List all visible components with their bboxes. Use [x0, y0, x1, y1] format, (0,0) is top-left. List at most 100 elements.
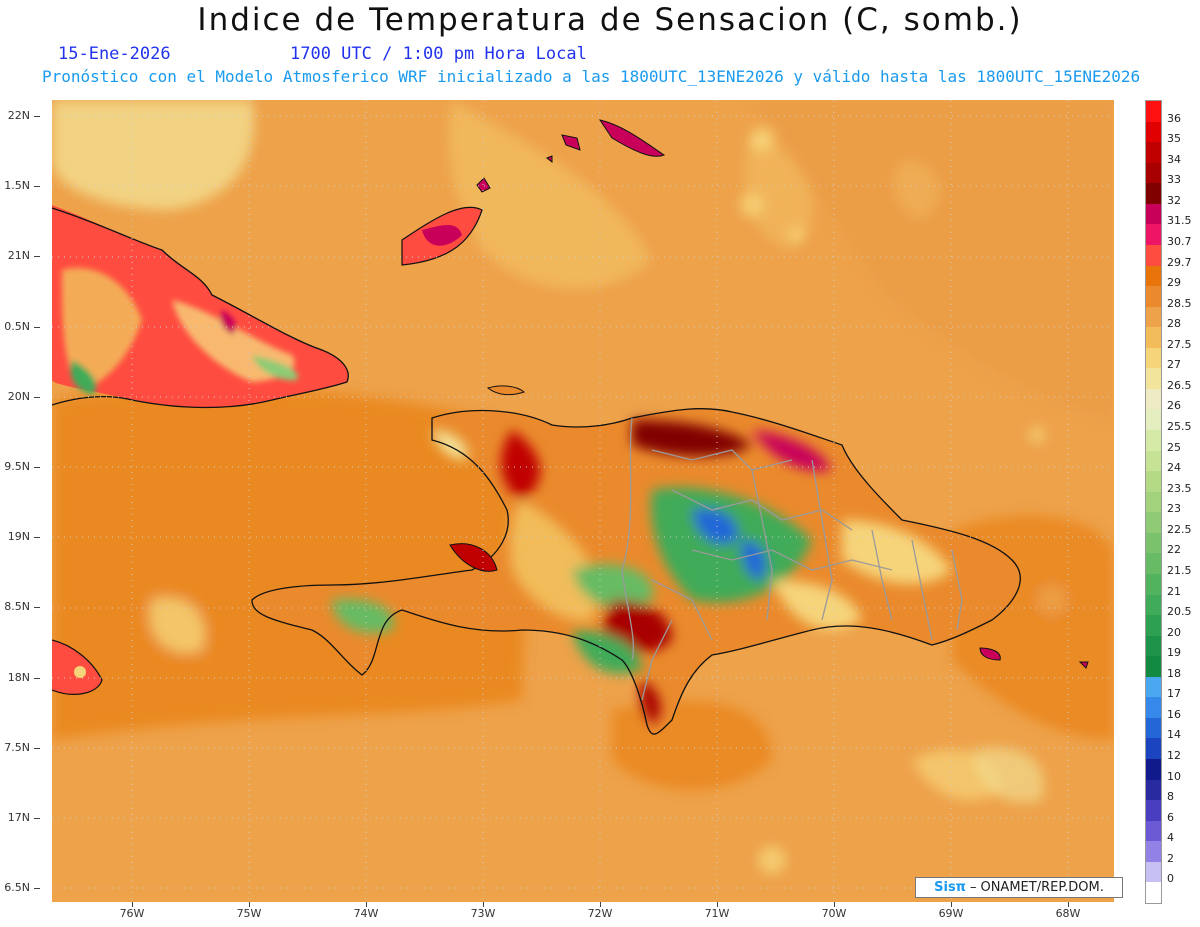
cuba-coastline — [52, 207, 349, 409]
longitude-tick-mark — [834, 902, 835, 907]
sispi-logo: Sisπ — [934, 880, 966, 895]
color-scale-swatch — [1146, 882, 1161, 904]
color-scale-label: 28 — [1167, 317, 1181, 331]
color-scale-label: 8 — [1167, 790, 1174, 804]
credit-text: ONAMET/REP.DOM. — [980, 880, 1104, 895]
latitude-tick-mark — [34, 537, 40, 539]
color-scale-label: 12 — [1167, 749, 1181, 763]
color-scale-label: 16 — [1167, 707, 1181, 721]
color-scale-label: 6 — [1167, 810, 1174, 824]
color-scale-swatch — [1146, 779, 1161, 801]
color-scale-swatch — [1146, 430, 1161, 452]
saona-island — [979, 647, 1001, 661]
color-scale-label: 23.5 — [1167, 481, 1192, 495]
color-scale-swatch — [1146, 101, 1161, 123]
province-boundaries — [621, 417, 963, 701]
latitude-tick-label: 6.5N — [4, 881, 30, 895]
longitude-tick-mark — [951, 902, 952, 907]
color-scale-swatch — [1146, 594, 1161, 616]
color-scale-label: 20.5 — [1167, 605, 1192, 619]
color-scale-label: 25.5 — [1167, 420, 1192, 434]
latitude-tick-label: 17N — [7, 811, 30, 824]
color-scale-swatch — [1146, 635, 1161, 657]
longitude-tick-label: 75W — [236, 907, 262, 920]
latitude-tick-mark — [34, 607, 40, 609]
color-scale-swatch — [1146, 286, 1161, 308]
heat-index-map — [52, 100, 1114, 902]
latitude-tick-mark — [34, 888, 40, 890]
latitude-tick-label: 1.5N — [4, 179, 30, 193]
color-scale-swatch — [1146, 512, 1161, 534]
color-scale-label: 29.7 — [1167, 255, 1192, 269]
latitude-tick-mark — [34, 677, 40, 679]
latitude-tick-mark — [34, 467, 40, 468]
color-scale-label: 14 — [1167, 728, 1181, 742]
color-scale-swatch — [1146, 841, 1161, 863]
latitude-tick-label: 8.5N — [4, 600, 30, 614]
color-scale-swatch — [1146, 368, 1161, 390]
longitude-tick-label: 73W — [470, 907, 496, 920]
color-scale-swatch — [1146, 573, 1161, 596]
longitude-tick-label: 72W — [587, 907, 613, 920]
cuba-landmass — [52, 205, 349, 409]
color-scale-swatch — [1146, 409, 1161, 431]
longitude-tick-mark — [483, 902, 484, 907]
color-scale-label: 33 — [1167, 173, 1181, 187]
color-scale-swatch — [1146, 861, 1161, 883]
color-scale-swatch — [1146, 265, 1161, 287]
color-scale-swatch — [1146, 142, 1161, 164]
color-scale-swatch — [1146, 183, 1161, 205]
color-scale-label: 22.5 — [1167, 522, 1192, 536]
latitude-tick-mark — [34, 326, 40, 328]
color-scale-swatch — [1146, 532, 1161, 554]
latitude-tick-mark — [34, 256, 40, 258]
color-scale-swatch — [1146, 450, 1161, 472]
longitude-tick-label: 68W — [1055, 907, 1081, 920]
color-scale-swatch — [1146, 224, 1161, 246]
map-title: Indice de Temperatura de Sensacion (C, s… — [197, 2, 1023, 38]
latitude-tick-label: 20N — [7, 389, 30, 403]
color-scale-swatch — [1146, 162, 1161, 184]
hispaniola-landmass — [251, 408, 1021, 735]
longitude-tick-label: 74W — [353, 907, 379, 920]
color-scale-label: 23 — [1167, 502, 1181, 516]
color-scale-swatch — [1146, 203, 1161, 225]
color-scale-swatch — [1146, 388, 1161, 410]
color-scale-swatch — [1146, 553, 1161, 575]
color-scale-label: 24 — [1167, 461, 1181, 475]
gonave-island — [449, 543, 498, 572]
color-scale-label: 27 — [1167, 358, 1181, 372]
color-scale-label: 25 — [1167, 440, 1181, 454]
color-scale-swatch — [1146, 471, 1161, 493]
color-scale-label: 27.5 — [1167, 337, 1192, 351]
color-scale-swatch — [1146, 697, 1161, 719]
color-scale-label: 26.5 — [1167, 378, 1192, 392]
latitude-tick-label: 22N — [7, 109, 30, 122]
color-scale-swatch — [1146, 738, 1161, 760]
color-scale-label: 21 — [1167, 584, 1181, 598]
latitude-tick-mark — [34, 116, 40, 117]
longitude-tick-mark — [1068, 902, 1069, 907]
latitude-tick-label: 0.5N — [4, 319, 30, 333]
color-scale-label: 4 — [1167, 831, 1174, 845]
color-scale-label: 0 — [1167, 872, 1174, 886]
longitude-tick-mark — [717, 902, 718, 907]
longitude-tick-mark — [249, 902, 250, 907]
longitude-tick-label: 70W — [821, 907, 847, 920]
color-scale-label: 19 — [1167, 646, 1181, 660]
color-scale-label: 26 — [1167, 399, 1181, 413]
color-scale-swatch — [1146, 800, 1161, 822]
color-scale-swatch — [1146, 820, 1161, 842]
latitude-tick-label: 9.5N — [4, 460, 30, 473]
tortuga-island — [486, 385, 525, 396]
latitude-tick-label: 7.5N — [4, 740, 30, 754]
latitude-tick-mark — [34, 186, 40, 188]
color-scale-label: 28.5 — [1167, 296, 1192, 310]
longitude-tick-label: 71W — [704, 907, 730, 920]
color-scale-swatch — [1146, 306, 1161, 328]
longitude-tick-label: 69W — [938, 907, 964, 920]
longitude-tick-mark — [366, 902, 367, 907]
credit-box: Sisπ – ONAMET/REP.DOM. — [915, 877, 1123, 898]
color-scale-label: 22 — [1167, 543, 1181, 557]
color-scale-swatch — [1146, 327, 1161, 349]
